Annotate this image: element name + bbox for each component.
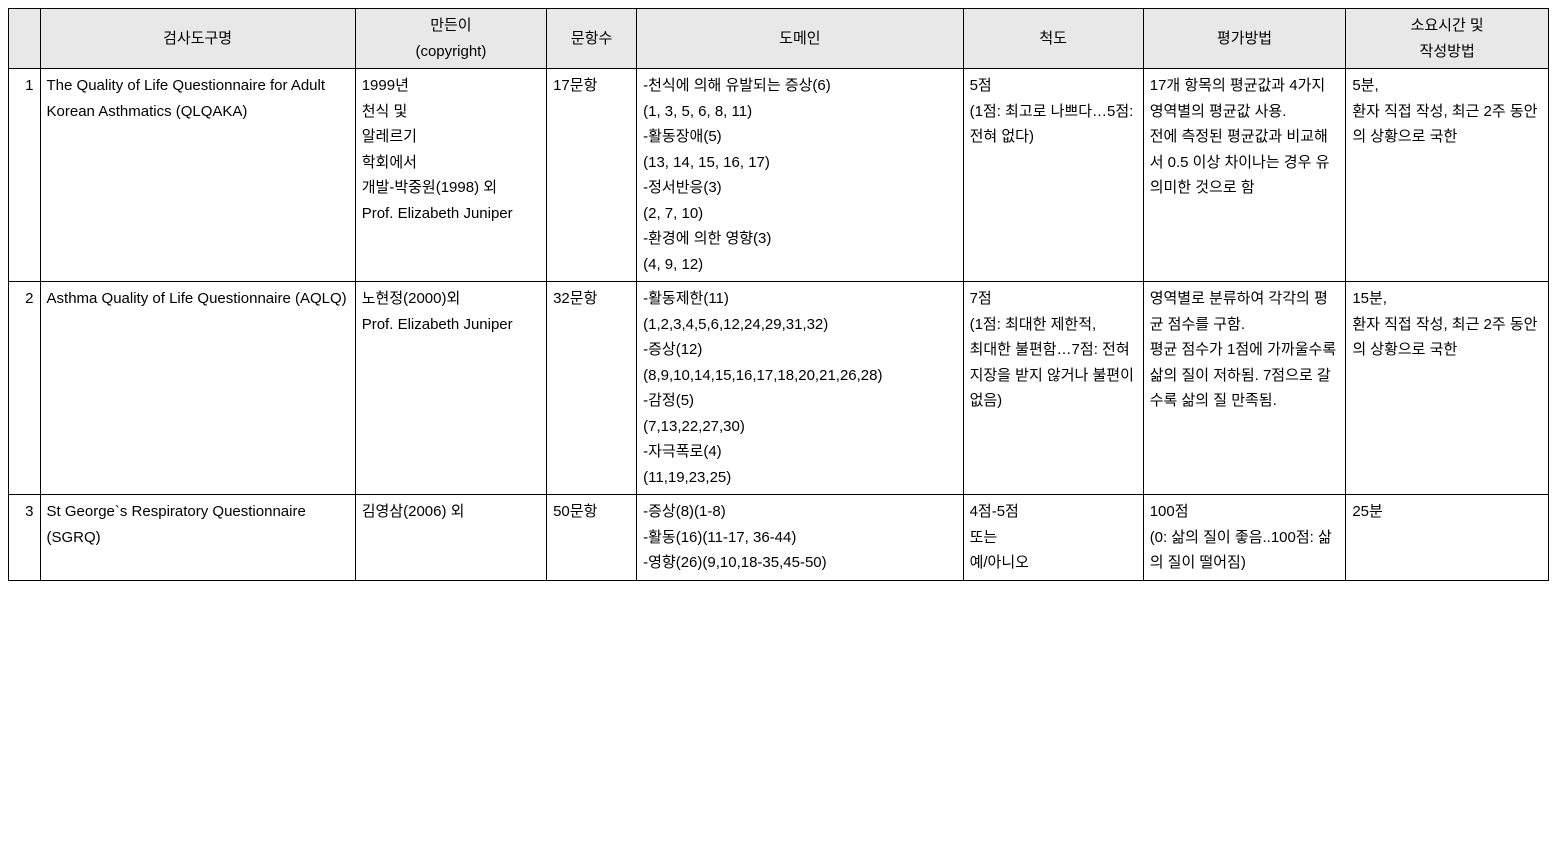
table-row: 2 Asthma Quality of Life Questionnaire (…	[9, 282, 1549, 495]
cell-num: 1	[9, 69, 41, 282]
cell-scale: 5점 (1점: 최고로 나쁘다…5점: 전혀 없다)	[963, 69, 1143, 282]
cell-num: 2	[9, 282, 41, 495]
header-method: 평가방법	[1143, 9, 1346, 69]
cell-domain: -증상(8)(1-8) -활동(16)(11-17, 36-44) -영향(26…	[637, 495, 963, 581]
cell-time: 25분	[1346, 495, 1549, 581]
cell-method: 영역별로 분류하여 각각의 평균 점수를 구함. 평균 점수가 1점에 가까울수…	[1143, 282, 1346, 495]
cell-name: The Quality of Life Questionnaire for Ad…	[40, 69, 355, 282]
cell-method: 100점 (0: 삶의 질이 좋음..100점: 삶의 질이 떨어짐)	[1143, 495, 1346, 581]
cell-author: 김영삼(2006) 외	[355, 495, 546, 581]
header-author: 만든이 (copyright)	[355, 9, 546, 69]
cell-domain: -천식에 의해 유발되는 증상(6) (1, 3, 5, 6, 8, 11) -…	[637, 69, 963, 282]
header-time: 소요시간 및 작성방법	[1346, 9, 1549, 69]
cell-items: 32문항	[547, 282, 637, 495]
header-scale: 척도	[963, 9, 1143, 69]
header-items: 문항수	[547, 9, 637, 69]
table-header-row: 검사도구명 만든이 (copyright) 문항수 도메인 척도 평가방법 소요…	[9, 9, 1549, 69]
cell-method: 17개 항목의 평균값과 4가지 영역별의 평균값 사용. 전에 측정된 평균값…	[1143, 69, 1346, 282]
table-row: 3 St George`s Respiratory Questionnaire …	[9, 495, 1549, 581]
cell-time: 15분, 환자 직접 작성, 최근 2주 동안의 상황으로 국한	[1346, 282, 1549, 495]
cell-items: 17문항	[547, 69, 637, 282]
cell-items: 50문항	[547, 495, 637, 581]
cell-author: 노현정(2000)외 Prof. Elizabeth Juniper	[355, 282, 546, 495]
assessment-tools-table: 검사도구명 만든이 (copyright) 문항수 도메인 척도 평가방법 소요…	[8, 8, 1549, 581]
header-name: 검사도구명	[40, 9, 355, 69]
header-domain: 도메인	[637, 9, 963, 69]
table-row: 1 The Quality of Life Questionnaire for …	[9, 69, 1549, 282]
header-num	[9, 9, 41, 69]
cell-scale: 7점 (1점: 최대한 제한적, 최대한 불편함…7점: 전혀 지장을 받지 않…	[963, 282, 1143, 495]
cell-name: St George`s Respiratory Questionnaire (S…	[40, 495, 355, 581]
cell-time: 5분, 환자 직접 작성, 최근 2주 동안의 상황으로 국한	[1346, 69, 1549, 282]
cell-author: 1999년 천식 및 알레르기 학회에서 개발-박중원(1998) 외 Prof…	[355, 69, 546, 282]
cell-num: 3	[9, 495, 41, 581]
cell-name: Asthma Quality of Life Questionnaire (AQ…	[40, 282, 355, 495]
cell-domain: -활동제한(11) (1,2,3,4,5,6,12,24,29,31,32) -…	[637, 282, 963, 495]
cell-scale: 4점-5점 또는 예/아니오	[963, 495, 1143, 581]
